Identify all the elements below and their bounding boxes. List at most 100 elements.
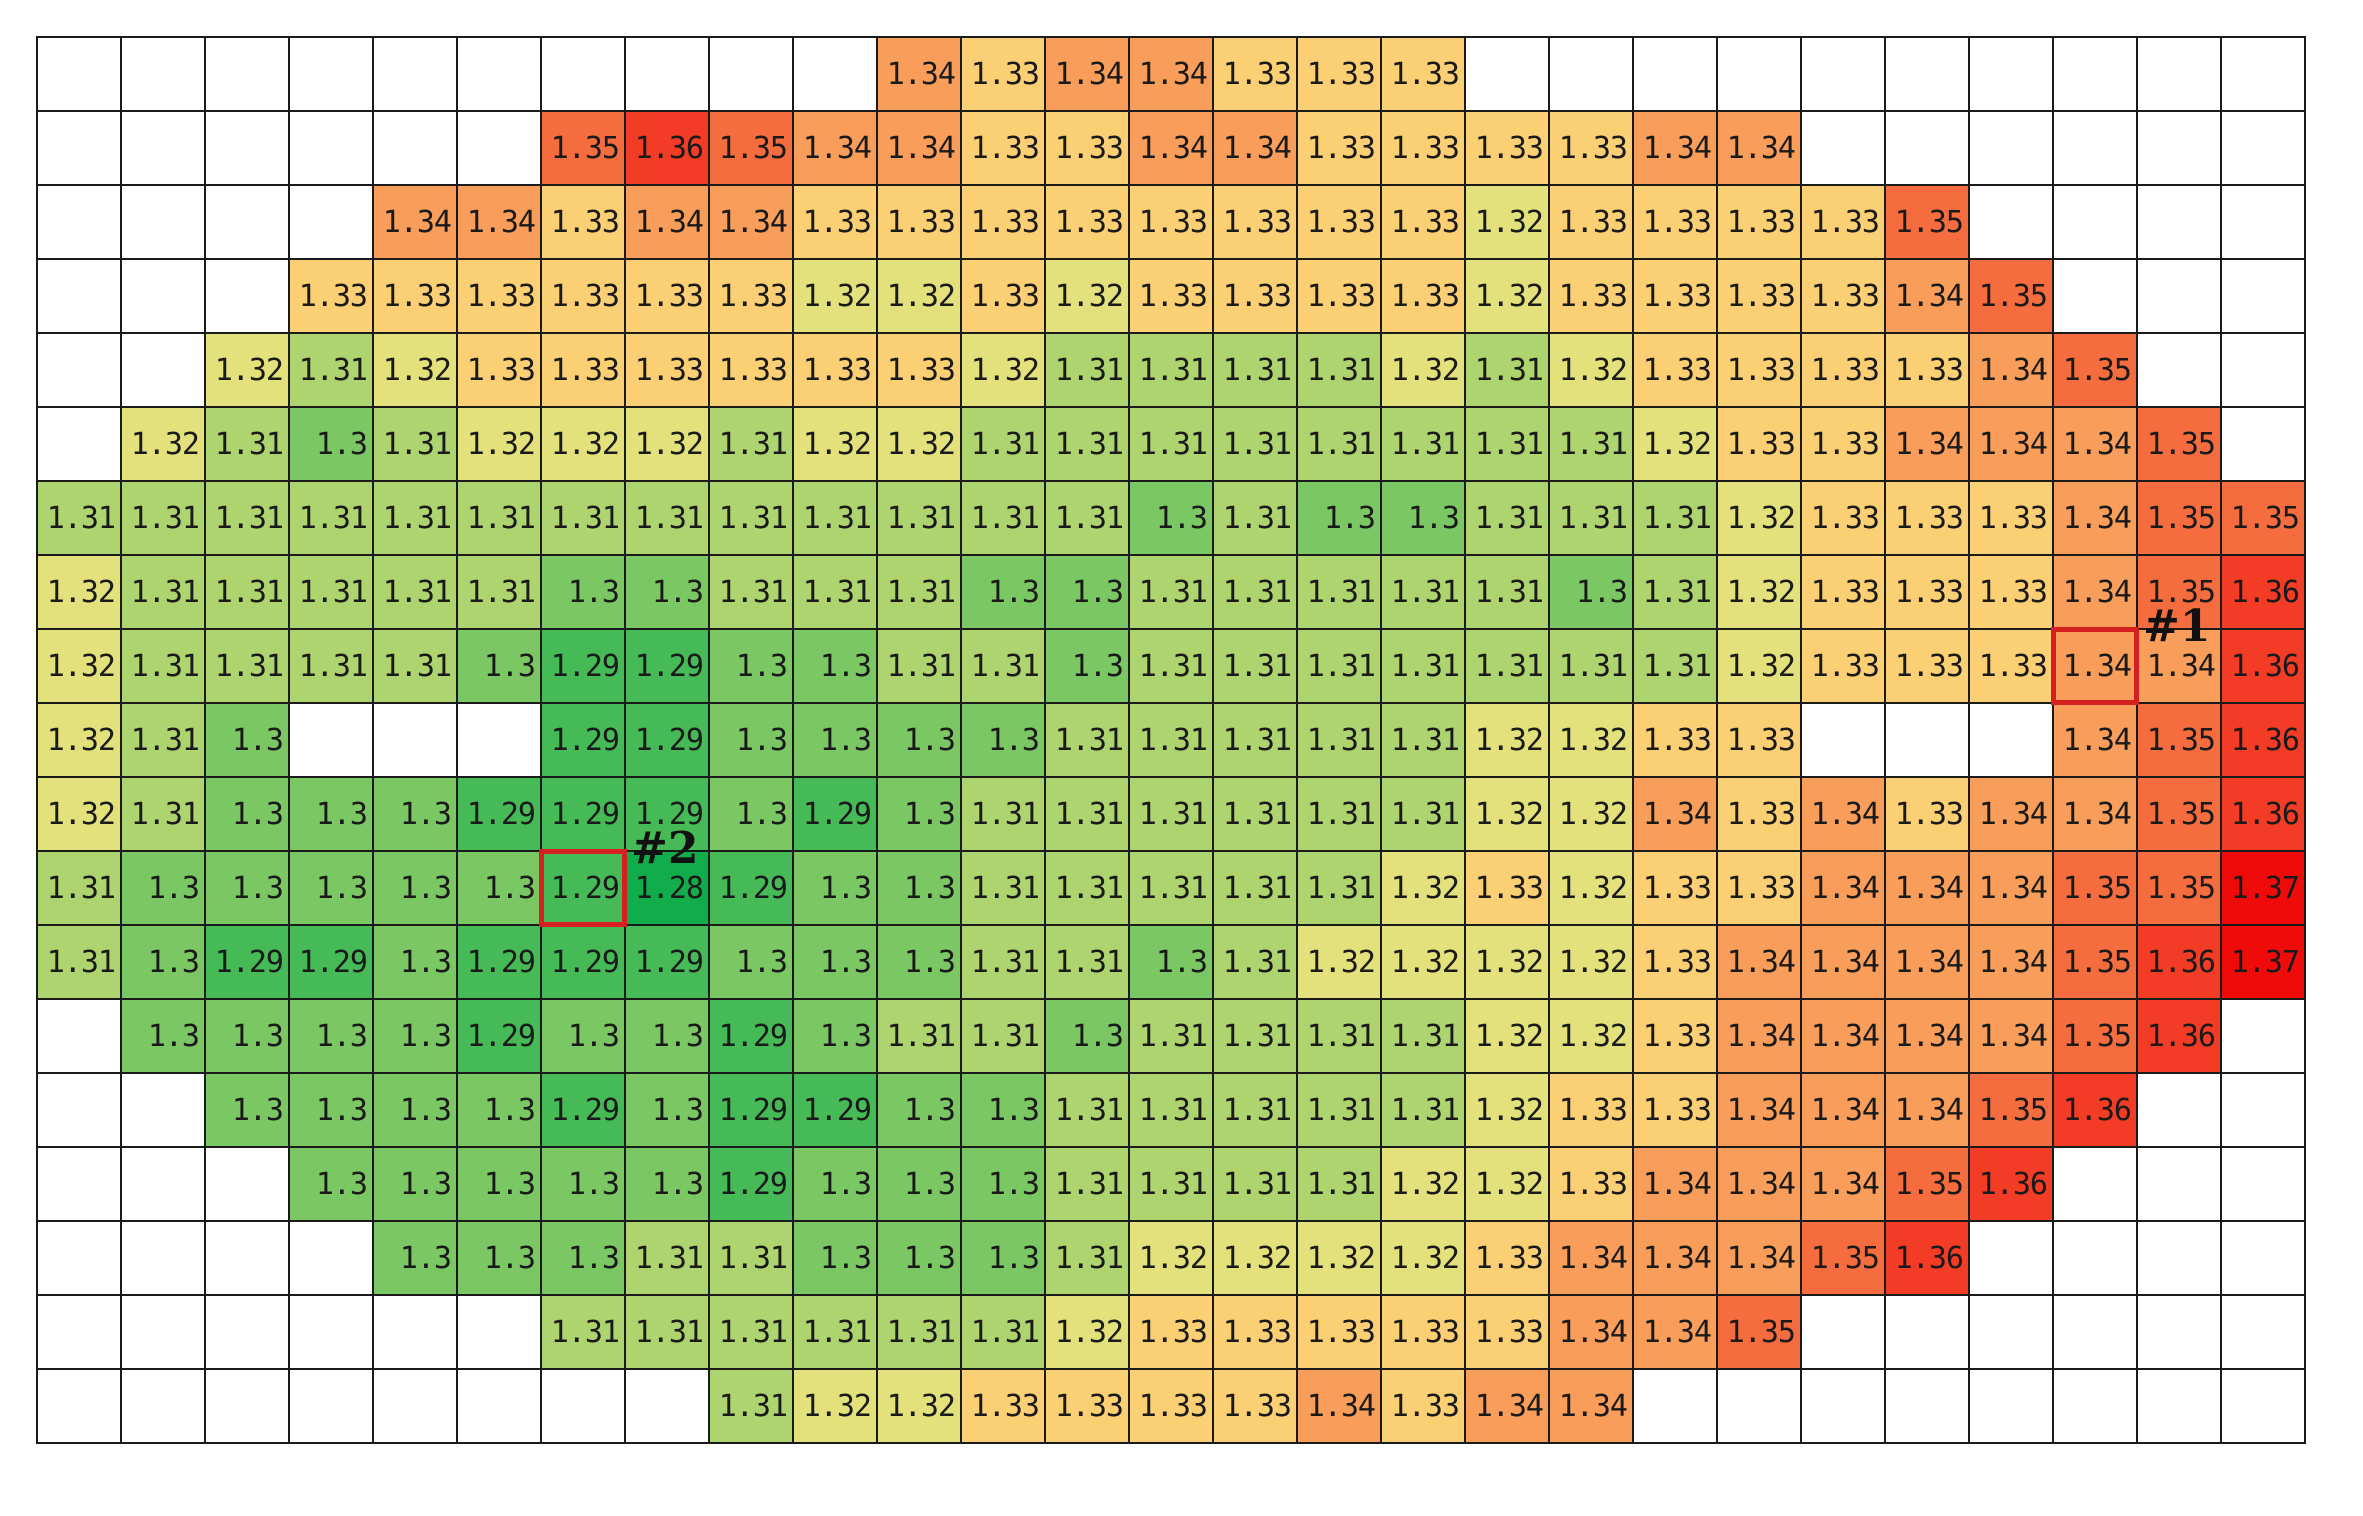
- heatmap-cell: 1.32: [1380, 924, 1466, 1000]
- empty-cell: [36, 1072, 122, 1148]
- heatmap-cell: 1.3: [792, 1146, 878, 1222]
- heatmap-cell: 1.31: [120, 702, 206, 778]
- heatmap-cell: 1.35: [2136, 776, 2222, 852]
- heatmap-cell: 1.31: [1044, 1220, 1130, 1296]
- heatmap-cell: 1.31: [1044, 1072, 1130, 1148]
- heatmap-cell: 1.33: [1632, 998, 1718, 1074]
- heatmap-cell: 1.34: [1968, 924, 2054, 1000]
- heatmap-cell: 1.31: [1380, 628, 1466, 704]
- heatmap-cell: 1.3: [288, 1146, 374, 1222]
- heatmap-cell: 1.31: [1296, 998, 1382, 1074]
- heatmap-cell: 1.31: [1212, 554, 1298, 630]
- heatmap-cell: 1.33: [1884, 554, 1970, 630]
- heatmap-cell: 1.3: [372, 924, 458, 1000]
- empty-cell: [456, 110, 542, 186]
- empty-cell: [2052, 36, 2138, 112]
- heatmap-cell: 1.34: [1632, 776, 1718, 852]
- heatmap-cell: 1.33: [1632, 332, 1718, 408]
- heatmap-cell: 1.35: [2136, 406, 2222, 482]
- heatmap-cell: 1.33: [1548, 1072, 1634, 1148]
- heatmap-cell: 1.31: [1296, 1146, 1382, 1222]
- heatmap-row: 1.31 1.32 1.32 1.33 1.33 1.33 1.33 1.34 1.33 1.34…: [36, 1368, 2306, 1444]
- heatmap-cell: 1.33: [1800, 258, 1886, 334]
- empty-cell: [36, 1294, 122, 1370]
- heatmap-cell: 1.33: [1548, 258, 1634, 334]
- heatmap-cell: 1.3: [1044, 554, 1130, 630]
- empty-cell: [372, 110, 458, 186]
- heatmap-cell: 1.31: [1212, 850, 1298, 926]
- heatmap-cell: 1.31: [1128, 332, 1214, 408]
- empty-cell: [204, 1294, 290, 1370]
- heatmap-cell: 1.31: [876, 998, 962, 1074]
- heatmap-cell: 1.33: [1632, 702, 1718, 778]
- heatmap-cell: 1.34: [1968, 332, 2054, 408]
- heatmap-cell: 1.35: [1968, 258, 2054, 334]
- empty-cell: [2220, 110, 2306, 186]
- heatmap-cell: 1.34: [1968, 850, 2054, 926]
- heatmap-cell: 1.31: [708, 406, 794, 482]
- heatmap-cell: 1.3: [708, 628, 794, 704]
- empty-cell: [36, 332, 122, 408]
- heatmap-cell: 1.32: [120, 406, 206, 482]
- heatmap-cell: 1.31: [1212, 332, 1298, 408]
- heatmap-cell: 1.35: [540, 110, 626, 186]
- heatmap-cell: 1.31: [36, 924, 122, 1000]
- heatmap-cell: 1.29: [624, 628, 710, 704]
- heatmap-cell: 1.33: [624, 332, 710, 408]
- heatmap-cell: 1.29: [456, 998, 542, 1074]
- heatmap-cell: 1.32: [1464, 1072, 1550, 1148]
- heatmap-cell: 1.31: [876, 1294, 962, 1370]
- heatmap-cell: 1.3: [960, 1146, 1046, 1222]
- heatmap-cell: 1.37: [2220, 924, 2306, 1000]
- empty-cell: [36, 110, 122, 186]
- empty-cell: [120, 1072, 206, 1148]
- empty-cell: [1884, 1294, 1970, 1370]
- heatmap-cell: 1.32: [1464, 924, 1550, 1000]
- heatmap-cell: 1.3: [540, 1146, 626, 1222]
- heatmap-cell: 1.33: [1380, 184, 1466, 260]
- heatmap-cell: 1.3: [288, 406, 374, 482]
- heatmap-cell: 1.34: [1884, 406, 1970, 482]
- heatmap-cell: 1.31: [120, 628, 206, 704]
- heatmap-cell: 1.32: [1380, 850, 1466, 926]
- heatmap-row: 1.32 1.31 1.32 1.33 1.33 1.33 1.33 1.33 1.33 1.32…: [36, 332, 2306, 408]
- heatmap-cell: 1.3: [288, 998, 374, 1074]
- heatmap-cell: 1.33: [1464, 110, 1550, 186]
- heatmap-cell: 1.35: [2052, 924, 2138, 1000]
- heatmap-cell: 1.32: [792, 258, 878, 334]
- heatmap-cell: 1.33: [1884, 480, 1970, 556]
- heatmap-cell: 1.33: [1296, 36, 1382, 112]
- empty-cell: [1548, 36, 1634, 112]
- heatmap-cell: 1.3: [1044, 628, 1130, 704]
- heatmap-cell: 1.33: [1968, 480, 2054, 556]
- heatmap-cell: 1.33: [1632, 850, 1718, 926]
- heatmap-cell: 1.31: [1212, 702, 1298, 778]
- heatmap-cell: 1.31: [1548, 628, 1634, 704]
- heatmap-cell: 1.33: [1800, 332, 1886, 408]
- empty-cell: [120, 1294, 206, 1370]
- heatmap-cell: 1.29: [624, 776, 710, 852]
- heatmap-cell: 1.31: [372, 554, 458, 630]
- heatmap-cell: 1.33: [1800, 184, 1886, 260]
- heatmap-cell: 1.33: [708, 332, 794, 408]
- heatmap-cell: 1.34: [1716, 110, 1802, 186]
- heatmap-cell: 1.36: [2052, 1072, 2138, 1148]
- heatmap-cell: 1.33: [1380, 1294, 1466, 1370]
- heatmap-cell: 1.3: [792, 850, 878, 926]
- empty-cell: [2136, 36, 2222, 112]
- heatmap-cell: 1.31: [792, 480, 878, 556]
- empty-cell: [120, 1146, 206, 1222]
- heatmap-cell: 1.31: [1548, 480, 1634, 556]
- heatmap-cell: 1.31: [1128, 406, 1214, 482]
- heatmap-cell: 1.31: [1128, 776, 1214, 852]
- heatmap-cell: 1.35: [1968, 1072, 2054, 1148]
- heatmap-cell: 1.32: [1548, 702, 1634, 778]
- heatmap-cell: 1.33: [1632, 1072, 1718, 1148]
- empty-cell: [1800, 702, 1886, 778]
- heatmap-cell: 1.31: [1044, 776, 1130, 852]
- heatmap-cell: 1.33: [1716, 776, 1802, 852]
- heatmap-cell: 1.34: [792, 110, 878, 186]
- empty-cell: [2220, 1072, 2306, 1148]
- heatmap-cell: 1.34: [1548, 1368, 1634, 1444]
- empty-cell: [288, 1294, 374, 1370]
